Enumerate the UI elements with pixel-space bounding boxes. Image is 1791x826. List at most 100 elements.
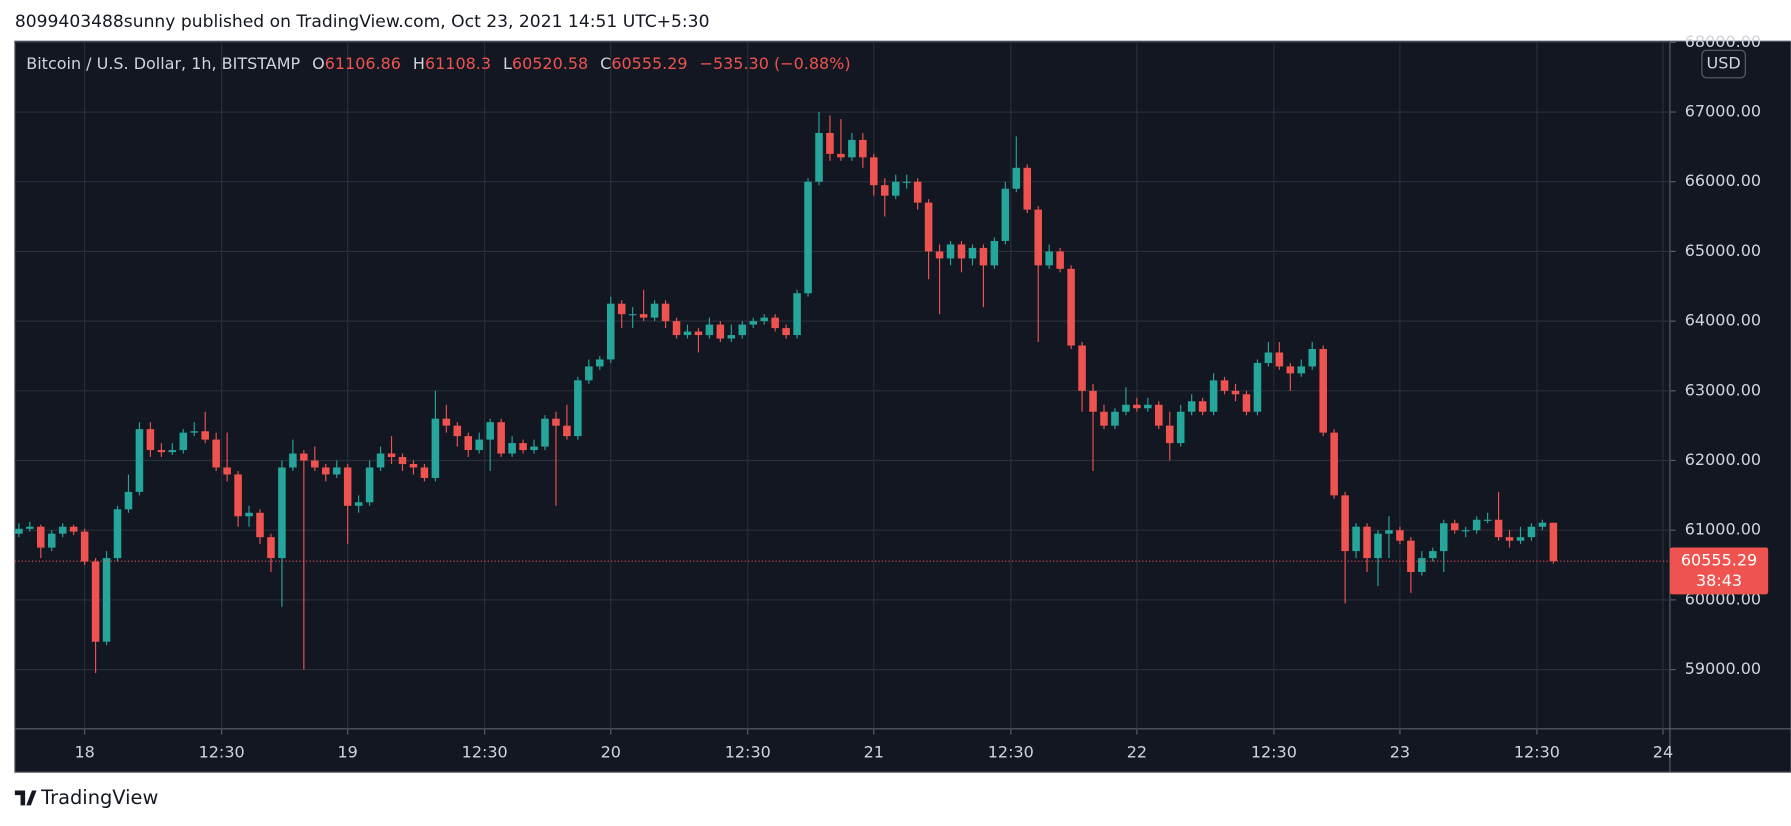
y-tick-label: 66000.00 [1685, 171, 1761, 190]
ohlc-value: 60520.58 [512, 54, 588, 73]
candle-body [475, 439, 483, 451]
candle-body [1527, 526, 1536, 538]
candle-body [902, 181, 911, 183]
ohlc-letter: C [600, 54, 611, 73]
candle-body [124, 491, 133, 510]
candle-body [1089, 390, 1097, 412]
x-tick-label: 12:30 [988, 742, 1034, 761]
candle-body [1549, 522, 1558, 562]
candle-body [1220, 380, 1229, 391]
x-tick-label: 22 [1127, 742, 1147, 761]
candle-body [398, 457, 407, 464]
candle-body [464, 436, 473, 451]
candle-body [880, 185, 889, 196]
tradingview-logo: TradingView [14, 786, 158, 809]
candle-body [1253, 362, 1262, 412]
ohlc-value: 61106.86 [325, 54, 401, 73]
candle-body [530, 446, 538, 451]
candle-body [1023, 167, 1032, 210]
candle-body [332, 467, 341, 475]
candle-body [1461, 530, 1470, 532]
candle-body [628, 314, 637, 316]
candle-body [1012, 167, 1021, 189]
candle-body [1187, 401, 1196, 412]
candle-body [1111, 411, 1119, 426]
candle-body [256, 512, 264, 538]
x-tick-label: 12:30 [725, 742, 771, 761]
candle-body [58, 526, 67, 534]
candle-body [1045, 251, 1053, 266]
candle-body [179, 432, 188, 451]
candle-body [1122, 404, 1130, 412]
candle-body [891, 181, 900, 196]
candle-body [409, 463, 418, 468]
candle-body [935, 251, 944, 259]
candle-body [376, 453, 385, 468]
candle-body [957, 244, 966, 259]
candle-body [91, 561, 100, 642]
last-price-label: 60555.29 [1681, 551, 1757, 570]
candle-body [771, 317, 779, 329]
candle-body [80, 531, 89, 562]
candle-body [1418, 558, 1426, 573]
currency[interactable]: USD [1707, 54, 1741, 73]
candle-body [47, 533, 56, 548]
candle-body [300, 453, 308, 461]
candle-body [1056, 251, 1064, 269]
currency-badge[interactable] [1701, 49, 1746, 79]
chart-frame [14, 40, 1791, 773]
candle-body [1001, 188, 1010, 241]
y-tick-label: 62000.00 [1685, 450, 1761, 469]
candle-body [1352, 526, 1360, 552]
candle-body [26, 526, 34, 529]
candle-body [1407, 540, 1415, 573]
candle-body [606, 303, 615, 360]
candle-body [639, 314, 648, 318]
x-tick-label: 21 [864, 742, 884, 761]
candle-body [1100, 411, 1108, 426]
countdown: 38:43 [1696, 571, 1742, 590]
candle-body [738, 324, 747, 336]
candle-body [683, 331, 692, 336]
candle-body [146, 429, 155, 451]
y-tick-label: 59000.00 [1685, 659, 1761, 678]
x-tick-label: 23 [1390, 742, 1410, 761]
y-tick-label: 67000.00 [1685, 102, 1761, 121]
candle-body [1242, 394, 1251, 412]
candle-body [1385, 530, 1393, 534]
candle-body [1450, 523, 1459, 531]
candle-body [1396, 530, 1404, 541]
candle-body [990, 240, 999, 266]
candle-body [979, 247, 988, 266]
candle-body [497, 422, 505, 454]
candle-body [321, 467, 330, 475]
candle-body [563, 425, 571, 437]
candle-body [760, 317, 768, 322]
candle-body [1264, 352, 1273, 363]
y-tick-label: 68000.00 [1685, 32, 1761, 51]
candle-body [212, 439, 220, 468]
candle-body [672, 321, 681, 336]
x-tick-label: 12:30 [1251, 742, 1297, 761]
candle-body [343, 467, 352, 506]
candle-body [837, 153, 845, 158]
last-price-tag [1669, 547, 1769, 595]
candle-body [1209, 380, 1218, 412]
candle-body [311, 460, 319, 468]
candle-body [968, 247, 977, 259]
axis-labels: 59000.0060000.0061000.0062000.0063000.00… [74, 32, 1769, 761]
candle-body [289, 453, 297, 468]
x-tick-label: 12:30 [1514, 742, 1560, 761]
candle-body [190, 431, 199, 433]
candle-body [387, 453, 396, 458]
candle-body [859, 139, 867, 158]
candle-body [1165, 425, 1174, 444]
legend-line: Bitcoin / U.S. Dollar, 1h, BITSTAMP O611… [26, 54, 850, 73]
logo-icon [14, 790, 37, 806]
x-tick-label: 20 [601, 742, 621, 761]
y-tick-label: 64000.00 [1685, 311, 1761, 330]
candle-body [552, 418, 560, 426]
x-tick-label: 12:30 [199, 742, 245, 761]
